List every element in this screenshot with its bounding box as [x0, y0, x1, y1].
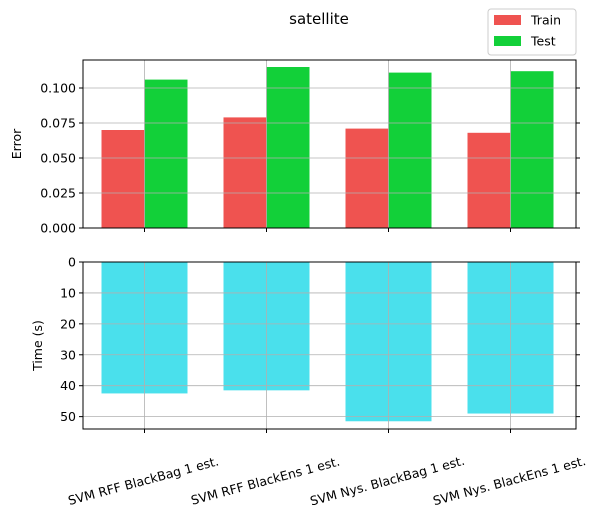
- ytick-label-top-1: 0.025: [40, 186, 76, 201]
- legend: Train Test: [487, 8, 577, 56]
- ylabel-error: Error: [9, 128, 24, 159]
- ytick-label-bottom-5: 50: [60, 409, 76, 424]
- bar-test-3: [510, 71, 554, 228]
- bar-test-1: [266, 67, 310, 228]
- bar-train-3: [467, 132, 511, 228]
- ytick-label-top-0: 0.000: [40, 221, 76, 236]
- legend-label-test: Test: [530, 34, 556, 49]
- bar-test-0: [144, 79, 188, 228]
- bar-test-2: [388, 72, 432, 228]
- ytick-label-top-3: 0.075: [40, 116, 76, 131]
- ytick-label-top-2: 0.050: [40, 151, 76, 166]
- ytick-label-bottom-1: 10: [60, 285, 76, 300]
- bar-train-1: [223, 117, 267, 228]
- ytick-label-bottom-0: 0: [68, 255, 76, 270]
- ylabel-time: Time (s): [30, 320, 45, 372]
- bar-train-2: [345, 128, 389, 228]
- legend-swatch-train: [494, 15, 521, 25]
- legend-label-train: Train: [530, 13, 561, 28]
- time-frame: [82, 261, 577, 430]
- ytick-label-bottom-3: 30: [60, 347, 76, 362]
- chart-title: satellite: [289, 10, 349, 28]
- ytick-label-top-4: 0.100: [40, 81, 76, 96]
- legend-swatch-test: [494, 36, 521, 46]
- ytick-label-bottom-2: 20: [60, 316, 76, 331]
- error-panel: 0.000 0.025 0.050 0.075 0.100 Error: [9, 59, 580, 236]
- bar-train-0: [101, 130, 145, 228]
- error-frame: [82, 59, 577, 229]
- ytick-label-bottom-4: 40: [60, 378, 76, 393]
